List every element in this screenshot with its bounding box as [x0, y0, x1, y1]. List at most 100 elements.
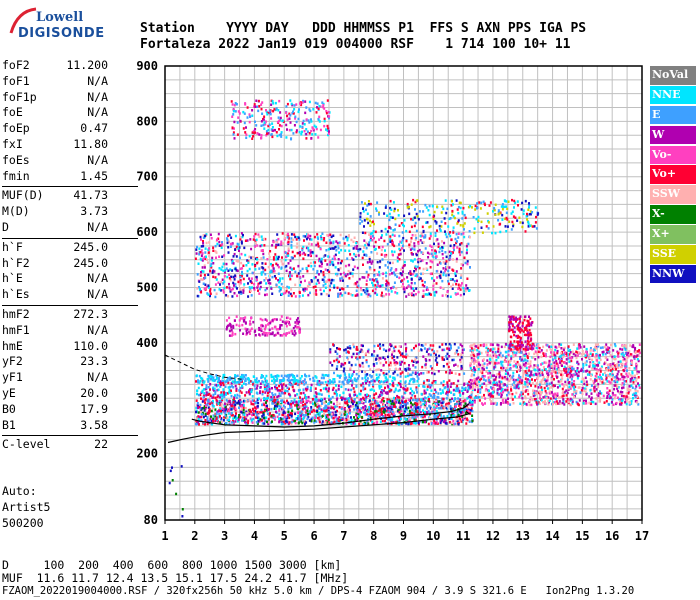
echo-point [260, 329, 263, 333]
echo-point [409, 392, 412, 395]
echo-point [540, 355, 543, 359]
echo-point [285, 269, 288, 273]
echo-point [444, 343, 447, 346]
echo-point [475, 380, 478, 383]
echo-point [240, 240, 243, 243]
echo-point [359, 350, 362, 354]
echo-point [613, 355, 616, 358]
echo-point [302, 391, 305, 395]
echo-point [629, 401, 632, 405]
echo-point [415, 413, 418, 416]
echo-point [581, 350, 584, 353]
echo-point [593, 385, 596, 389]
echo-point [460, 267, 463, 270]
echo-point [396, 419, 399, 423]
echo-point [637, 382, 639, 385]
echo-point [236, 420, 239, 423]
echo-point [526, 339, 529, 343]
echo-point [431, 348, 434, 352]
echo-point [533, 352, 536, 356]
echo-point [291, 374, 294, 377]
echo-point [635, 377, 638, 380]
echo-point [408, 419, 411, 422]
echo-point [361, 382, 364, 385]
echo-point [283, 374, 286, 378]
echo-point [607, 391, 610, 394]
echo-point [208, 410, 211, 413]
echo-point [601, 351, 604, 354]
echo-point [323, 237, 326, 240]
echo-point [288, 421, 291, 424]
echo-point [233, 416, 236, 419]
echo-point [534, 393, 537, 397]
echo-point [548, 399, 551, 402]
echo-point [275, 410, 277, 414]
echo-point [604, 356, 607, 360]
echo-point [284, 414, 287, 417]
echo-point [466, 382, 469, 385]
echo-point [504, 388, 507, 392]
echo-point [429, 386, 432, 389]
echo-point [344, 374, 347, 377]
echo-point [225, 328, 228, 331]
echo-point [236, 269, 239, 273]
echo-point [207, 393, 210, 396]
echo-point [589, 362, 591, 366]
echo-point [351, 374, 353, 377]
echo-point [277, 272, 280, 275]
echo-point [575, 372, 578, 376]
echo-point [415, 388, 418, 391]
echo-point [351, 272, 354, 275]
echo-point [635, 379, 638, 383]
echo-point [452, 382, 455, 385]
echo-point [215, 383, 218, 387]
echo-point [632, 344, 635, 347]
echo-point [445, 392, 448, 395]
echo-point [585, 387, 588, 391]
echo-point [630, 402, 633, 405]
echo-point [593, 348, 596, 352]
echo-point [386, 413, 389, 417]
echo-point [381, 392, 384, 395]
echo-point [280, 399, 283, 402]
echo-point [568, 356, 571, 360]
echo-point [327, 374, 329, 377]
echo-point [198, 286, 200, 289]
echo-point [567, 346, 570, 350]
echo-point [416, 399, 419, 403]
echo-point [567, 357, 570, 360]
echo-point [265, 332, 268, 335]
echo-point [287, 320, 290, 324]
echo-point [603, 362, 606, 366]
echo-point [400, 413, 403, 416]
echo-point [254, 416, 257, 419]
echo-point [387, 355, 389, 359]
echo-point [273, 381, 276, 384]
echo-point [584, 390, 587, 393]
echo-point [483, 368, 485, 371]
echo-point [605, 378, 608, 381]
echo-point [414, 371, 417, 374]
echo-point [397, 401, 400, 404]
echo-point [520, 342, 523, 346]
echo-point [448, 420, 451, 424]
echo-point [523, 354, 526, 358]
echo-point [460, 353, 463, 356]
echo-point [206, 416, 209, 419]
echo-point [553, 361, 556, 364]
echo-point [307, 399, 310, 403]
echo-point [471, 344, 474, 347]
echo-point [385, 372, 388, 376]
echo-point [361, 350, 364, 353]
echo-point [613, 384, 616, 387]
echo-point [520, 381, 523, 385]
echo-point [529, 347, 532, 350]
echo-point [343, 397, 346, 401]
echo-point [327, 387, 330, 390]
echo-point [425, 359, 428, 362]
echo-point [633, 393, 636, 397]
echo-point [280, 379, 283, 383]
echo-point [446, 388, 449, 392]
echo-point [471, 397, 474, 401]
echo-point [279, 324, 282, 327]
